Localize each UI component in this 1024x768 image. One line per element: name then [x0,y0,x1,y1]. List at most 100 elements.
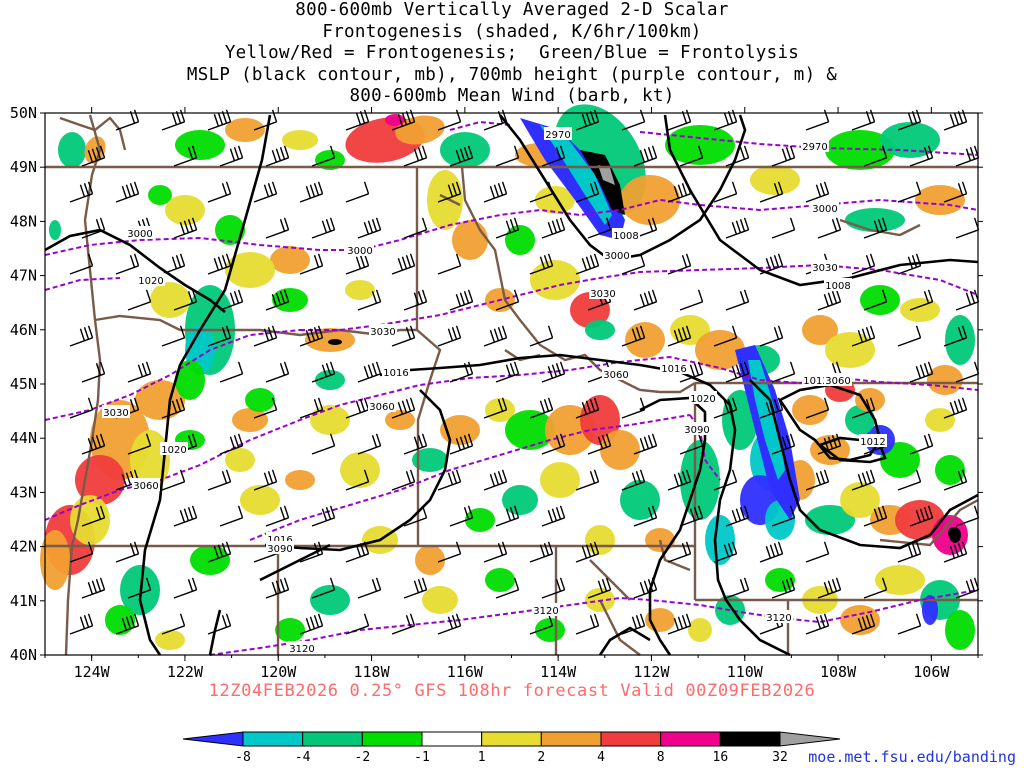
wind-barb-flag [375,289,382,303]
wind-barb-flag [597,580,604,593]
wind-barb-flag [961,469,968,483]
wind-barb-239 [897,613,922,635]
wind-barb-flag [551,220,558,233]
height-label-text: 3000 [812,204,837,215]
border-segment-15 [589,559,631,601]
wind-barb-117 [357,361,382,383]
wind-barb-210 [173,577,198,599]
wind-barb-flag [329,505,336,519]
shading-cell-66 [340,452,380,488]
wind-barb-flag [409,397,416,411]
border-segment-8 [415,167,442,546]
wind-barb-flag [961,541,968,555]
wind-barb-shaft [127,301,151,311]
height-label-2: 3000 [126,226,154,240]
wind-barb-flag [305,618,312,631]
wind-barb-flag [835,289,842,303]
wind-barb-44 [759,181,784,203]
wind-barb-flag [861,472,868,485]
wind-barb-flag [317,613,324,627]
wind-barb-225 [115,613,140,635]
wind-barb-flag [835,577,842,591]
shading-cell-8 [395,115,445,145]
border-segment-12 [460,166,696,394]
contour-labels: 1008 1008 1012 1016 1016 1016 1020 1020 1020 1012… [102,127,887,655]
wind-barb-flag [271,150,278,163]
shading-cell-20 [845,208,905,232]
wind-barb-flag [489,330,496,343]
mslp-contours [44,114,979,657]
wind-barb-213 [357,577,382,599]
wind-barb-shaft [311,517,335,527]
wind-barb-227 [207,613,232,635]
wind-barb-flag [497,327,504,340]
wind-barb-141 [805,397,830,419]
credit-link[interactable]: moe.met.fsu.edu/banding [808,748,1016,766]
wind-barb-20 [311,145,336,167]
wind-barb-78 [851,253,876,275]
shading-cell-67 [385,410,415,430]
wind-barb-flag [405,255,412,268]
wind-barb-flag [773,183,780,196]
height-label-bg [544,127,572,140]
wind-barb-flag [923,291,930,304]
wind-barb-165 [391,469,416,491]
wind-barb-59 [725,217,750,239]
wind-barb-133 [345,397,370,419]
shading-cell-4 [225,118,265,142]
wind-barb-flag [723,400,730,413]
wind-barb-flag [137,364,144,377]
wind-barb-flag [789,505,796,519]
wind-barb-139 [713,397,738,419]
wind-barb-flag [505,220,512,233]
wind-barb-shaft [81,589,105,599]
wind-barb-flag [501,469,508,483]
wind-barb-flag [229,292,236,305]
wind-barb-flag [317,181,324,195]
wind-barb-184 [541,505,566,527]
wind-barb-60 [771,217,796,239]
wind-barb-flag [731,222,738,235]
wind-barb-flag [865,471,872,484]
wind-barb-flag [769,256,776,269]
wind-barb-5 [391,109,416,131]
wind-barb-144 [81,433,106,455]
height-label-13: 3060 [824,373,852,387]
wind-barb-39 [483,181,508,203]
wind-barb-flag [589,471,596,484]
wind-barb-40 [529,181,554,203]
wind-barb-flag [743,505,750,519]
wind-barb-shaft [483,553,507,563]
wind-barb-flag [187,435,194,448]
wind-barb-182 [449,505,474,527]
wind-barb-flag [129,255,136,268]
wind-barb-flag [647,435,654,448]
shading-cell-85 [620,480,660,520]
wind-barb-shaft [253,121,277,131]
wind-barb-237 [805,613,830,635]
height-contour-7 [249,414,691,541]
wind-barb-flag [735,220,742,233]
shading-cell-43 [802,315,838,345]
wind-barb-flag [731,397,738,411]
wind-barb-flag [463,147,470,160]
wind-barb-flag [271,325,278,339]
wind-barb-flag [375,433,382,447]
wind-barb-flag [555,219,562,232]
wind-barb-flag [731,325,738,339]
wind-barb-shaft [713,193,737,203]
wind-barb-57 [587,217,612,239]
wind-barb-flag [689,508,696,521]
lat-label: 42N [10,538,37,556]
wind-barb-187 [725,505,750,527]
wind-barb-11 [713,109,738,131]
wind-barb-shaft [805,409,829,419]
wind-barb-flag [639,150,646,163]
wind-barb-flag [397,258,404,271]
mslp-contour-0 [498,114,747,262]
wind-barb-flag [87,613,94,627]
wind-barb-flag [789,217,796,231]
wind-barb-shaft [495,301,519,311]
wind-barb-shaft [345,553,369,563]
mslp-label-text: 1020 [161,445,186,456]
